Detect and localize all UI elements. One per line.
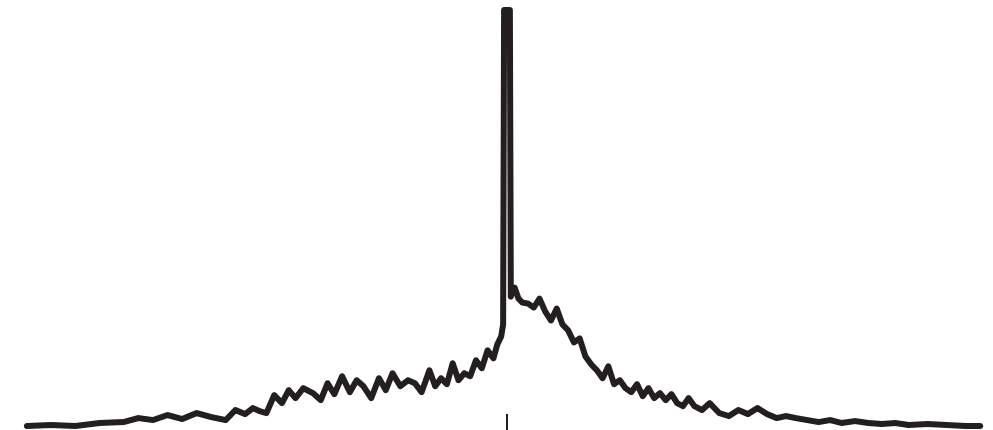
series-line-0 [23, 6, 984, 430]
marks-layer [506, 414, 508, 430]
series-layer [23, 6, 984, 430]
